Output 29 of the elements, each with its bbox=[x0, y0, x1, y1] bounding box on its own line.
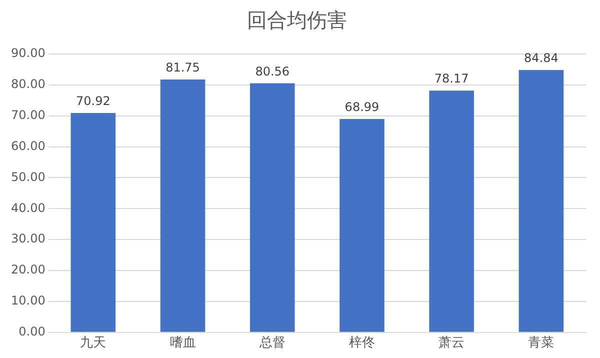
bar bbox=[429, 90, 474, 332]
data-label: 78.17 bbox=[434, 72, 469, 86]
x-tick-label: 总督 bbox=[258, 336, 286, 351]
data-label: 81.75 bbox=[166, 60, 200, 75]
y-tick-label: 20.00 bbox=[10, 262, 46, 277]
y-tick-label: 10.00 bbox=[10, 294, 46, 308]
y-tick-label: 60.00 bbox=[10, 138, 46, 153]
bar bbox=[250, 83, 295, 332]
y-tick-label: 40.00 bbox=[10, 200, 46, 215]
x-tick-label: 青菜 bbox=[528, 336, 554, 351]
y-tick-label: 70.00 bbox=[10, 108, 46, 122]
y-tick-label: 30.00 bbox=[10, 232, 46, 246]
y-tick-label: 80.00 bbox=[10, 77, 46, 92]
x-tick-label: 九天 bbox=[80, 336, 106, 351]
y-tick-label: 50.00 bbox=[10, 170, 46, 184]
data-label: 70.92 bbox=[76, 94, 110, 108]
chart-title: 回合均伤害 bbox=[247, 8, 347, 32]
data-label: 84.84 bbox=[524, 51, 558, 66]
bar bbox=[518, 70, 564, 332]
x-tick-label: 梓佟 bbox=[348, 336, 375, 351]
y-tick-label: 0.00 bbox=[18, 324, 46, 339]
x-tick-label: 萧云 bbox=[438, 336, 465, 351]
bar bbox=[160, 80, 206, 332]
data-label: 68.99 bbox=[344, 100, 380, 114]
bar bbox=[70, 113, 116, 332]
bar bbox=[340, 118, 384, 332]
data-label: 80.56 bbox=[255, 64, 290, 78]
y-tick-label: 90.00 bbox=[10, 46, 46, 60]
x-tick-label: 嗜血 bbox=[170, 336, 196, 351]
